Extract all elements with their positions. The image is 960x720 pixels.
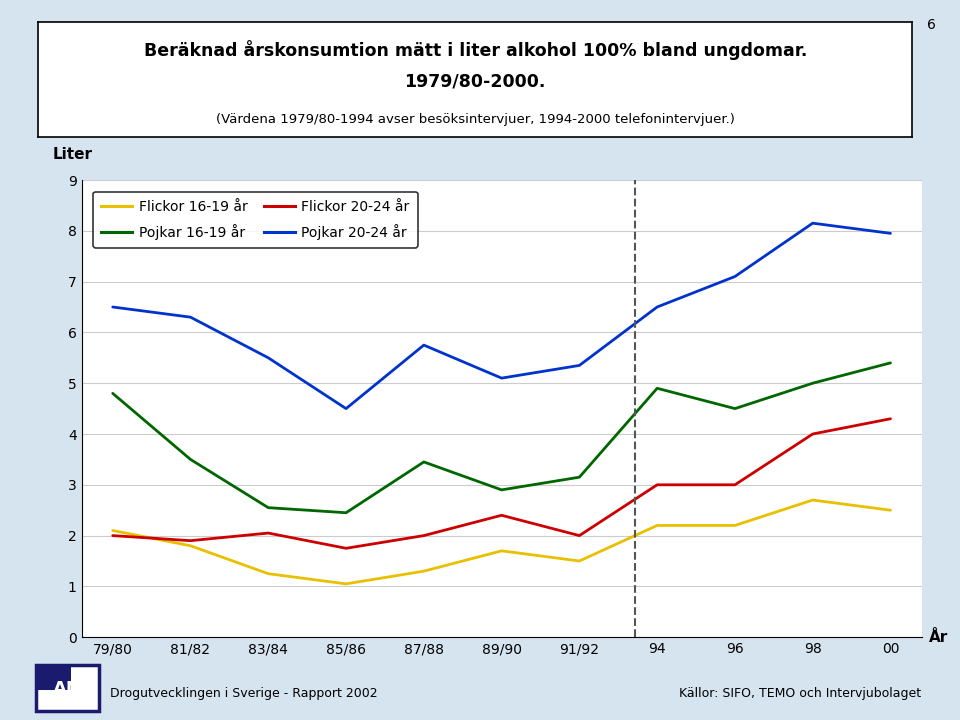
- Text: AN: AN: [53, 680, 83, 698]
- Text: 6: 6: [927, 18, 936, 32]
- Text: 1979/80-2000.: 1979/80-2000.: [404, 73, 546, 91]
- Text: Liter: Liter: [53, 147, 93, 162]
- FancyBboxPatch shape: [36, 665, 71, 690]
- Text: Drogutvecklingen i Sverige - Rapport 2002: Drogutvecklingen i Sverige - Rapport 200…: [110, 687, 378, 700]
- Text: År: År: [929, 630, 948, 644]
- FancyBboxPatch shape: [36, 665, 99, 711]
- Text: Källor: SIFO, TEMO och Intervjubolaget: Källor: SIFO, TEMO och Intervjubolaget: [680, 687, 922, 700]
- Text: Beräknad årskonsumtion mätt i liter alkohol 100% bland ungdomar.: Beräknad årskonsumtion mätt i liter alko…: [143, 40, 807, 60]
- Legend: Flickor 16-19 år, Pojkar 16-19 år, Flickor 20-24 år, Pojkar 20-24 år: Flickor 16-19 år, Pojkar 16-19 år, Flick…: [93, 192, 418, 248]
- Text: (Värdena 1979/80-1994 avser besöksintervjuer, 1994-2000 telefonintervjuer.): (Värdena 1979/80-1994 avser besöksinterv…: [216, 113, 734, 126]
